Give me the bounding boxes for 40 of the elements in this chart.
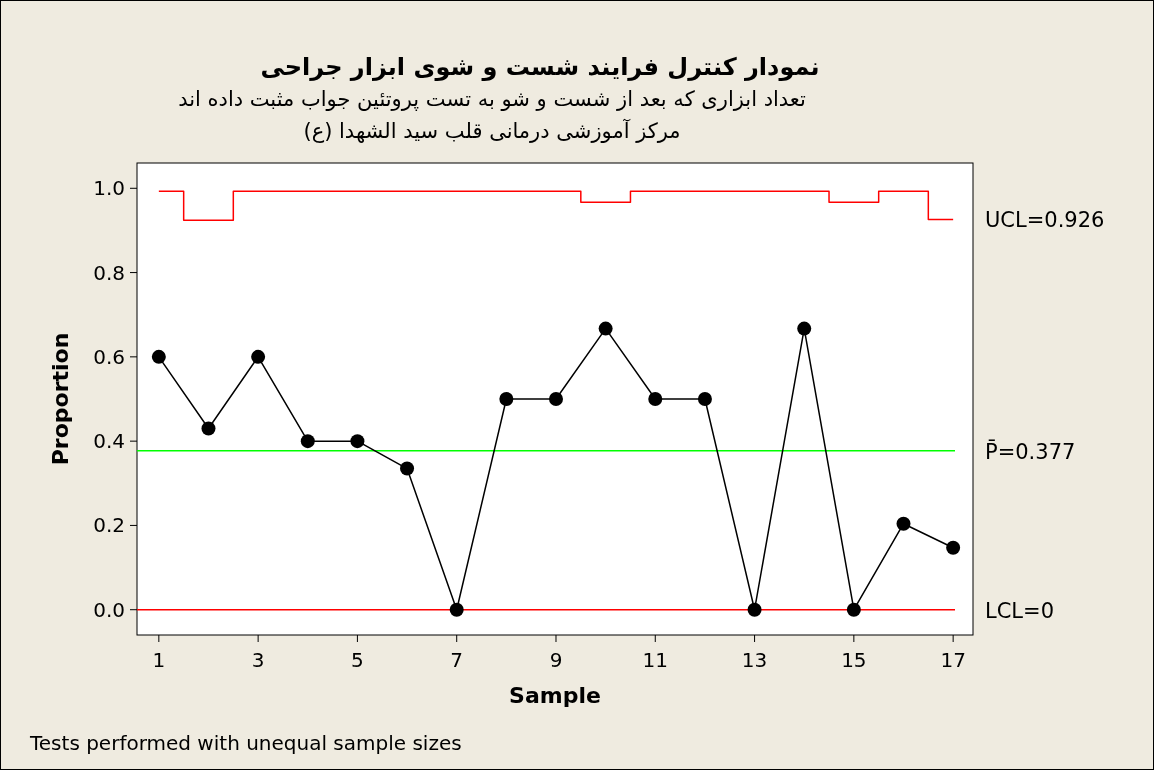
y-tick-label: 0.0 [93, 597, 125, 622]
point [548, 392, 563, 406]
chart-title: نمودار کنترل فرایند شست و شوی ابزار جراحی [260, 53, 820, 81]
ref-line-label: LCL=0 [985, 598, 1055, 623]
text: Tests performed with unequal sample sizes [29, 731, 462, 755]
x-tick-label: 11 [642, 648, 669, 672]
point [300, 434, 315, 449]
y-tick-label: 0.2 [93, 513, 125, 538]
point [350, 434, 365, 449]
point [797, 321, 812, 336]
series-label: UCL=0.926 [985, 208, 1105, 233]
point [201, 421, 216, 436]
x-tick-label: 15 [841, 648, 867, 672]
y-tick-label: 0.8 [93, 260, 125, 285]
y-tick-label: 0.6 [93, 344, 125, 369]
x-tick-label: 5 [351, 648, 364, 672]
point [648, 392, 663, 406]
point [896, 516, 911, 531]
ref-line-label: P̄=0.377 [985, 439, 1076, 464]
x-tick-label: 3 [251, 648, 265, 672]
x-tick-label: 1 [152, 648, 166, 672]
point [251, 349, 266, 364]
y-tick-label: 1.0 [93, 176, 125, 201]
point [598, 321, 613, 336]
x-tick-label: 7 [450, 648, 464, 672]
point [697, 392, 712, 406]
point [946, 540, 961, 555]
y-tick-label: 0.4 [93, 429, 125, 454]
x-tick-label: 9 [549, 648, 563, 672]
point [499, 392, 514, 406]
point [747, 602, 762, 617]
x-tick-label: 13 [741, 648, 768, 672]
point [846, 602, 861, 617]
x-axis-title: Sample [509, 683, 601, 708]
point [151, 349, 166, 364]
chart-subtitle: تعداد ابزاری که بعد از شست و شو به تست پروتئین جواب مثبت داده اند مرکز آموزشی درمانی قلب سید الشهدا (ع) [178, 87, 806, 143]
x-tick-label: 17 [940, 648, 966, 672]
point [449, 602, 464, 617]
y-axis-title: Proportion [48, 332, 73, 466]
point [400, 461, 415, 476]
